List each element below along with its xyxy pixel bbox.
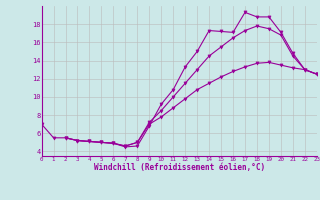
X-axis label: Windchill (Refroidissement éolien,°C): Windchill (Refroidissement éolien,°C) [94, 163, 265, 172]
